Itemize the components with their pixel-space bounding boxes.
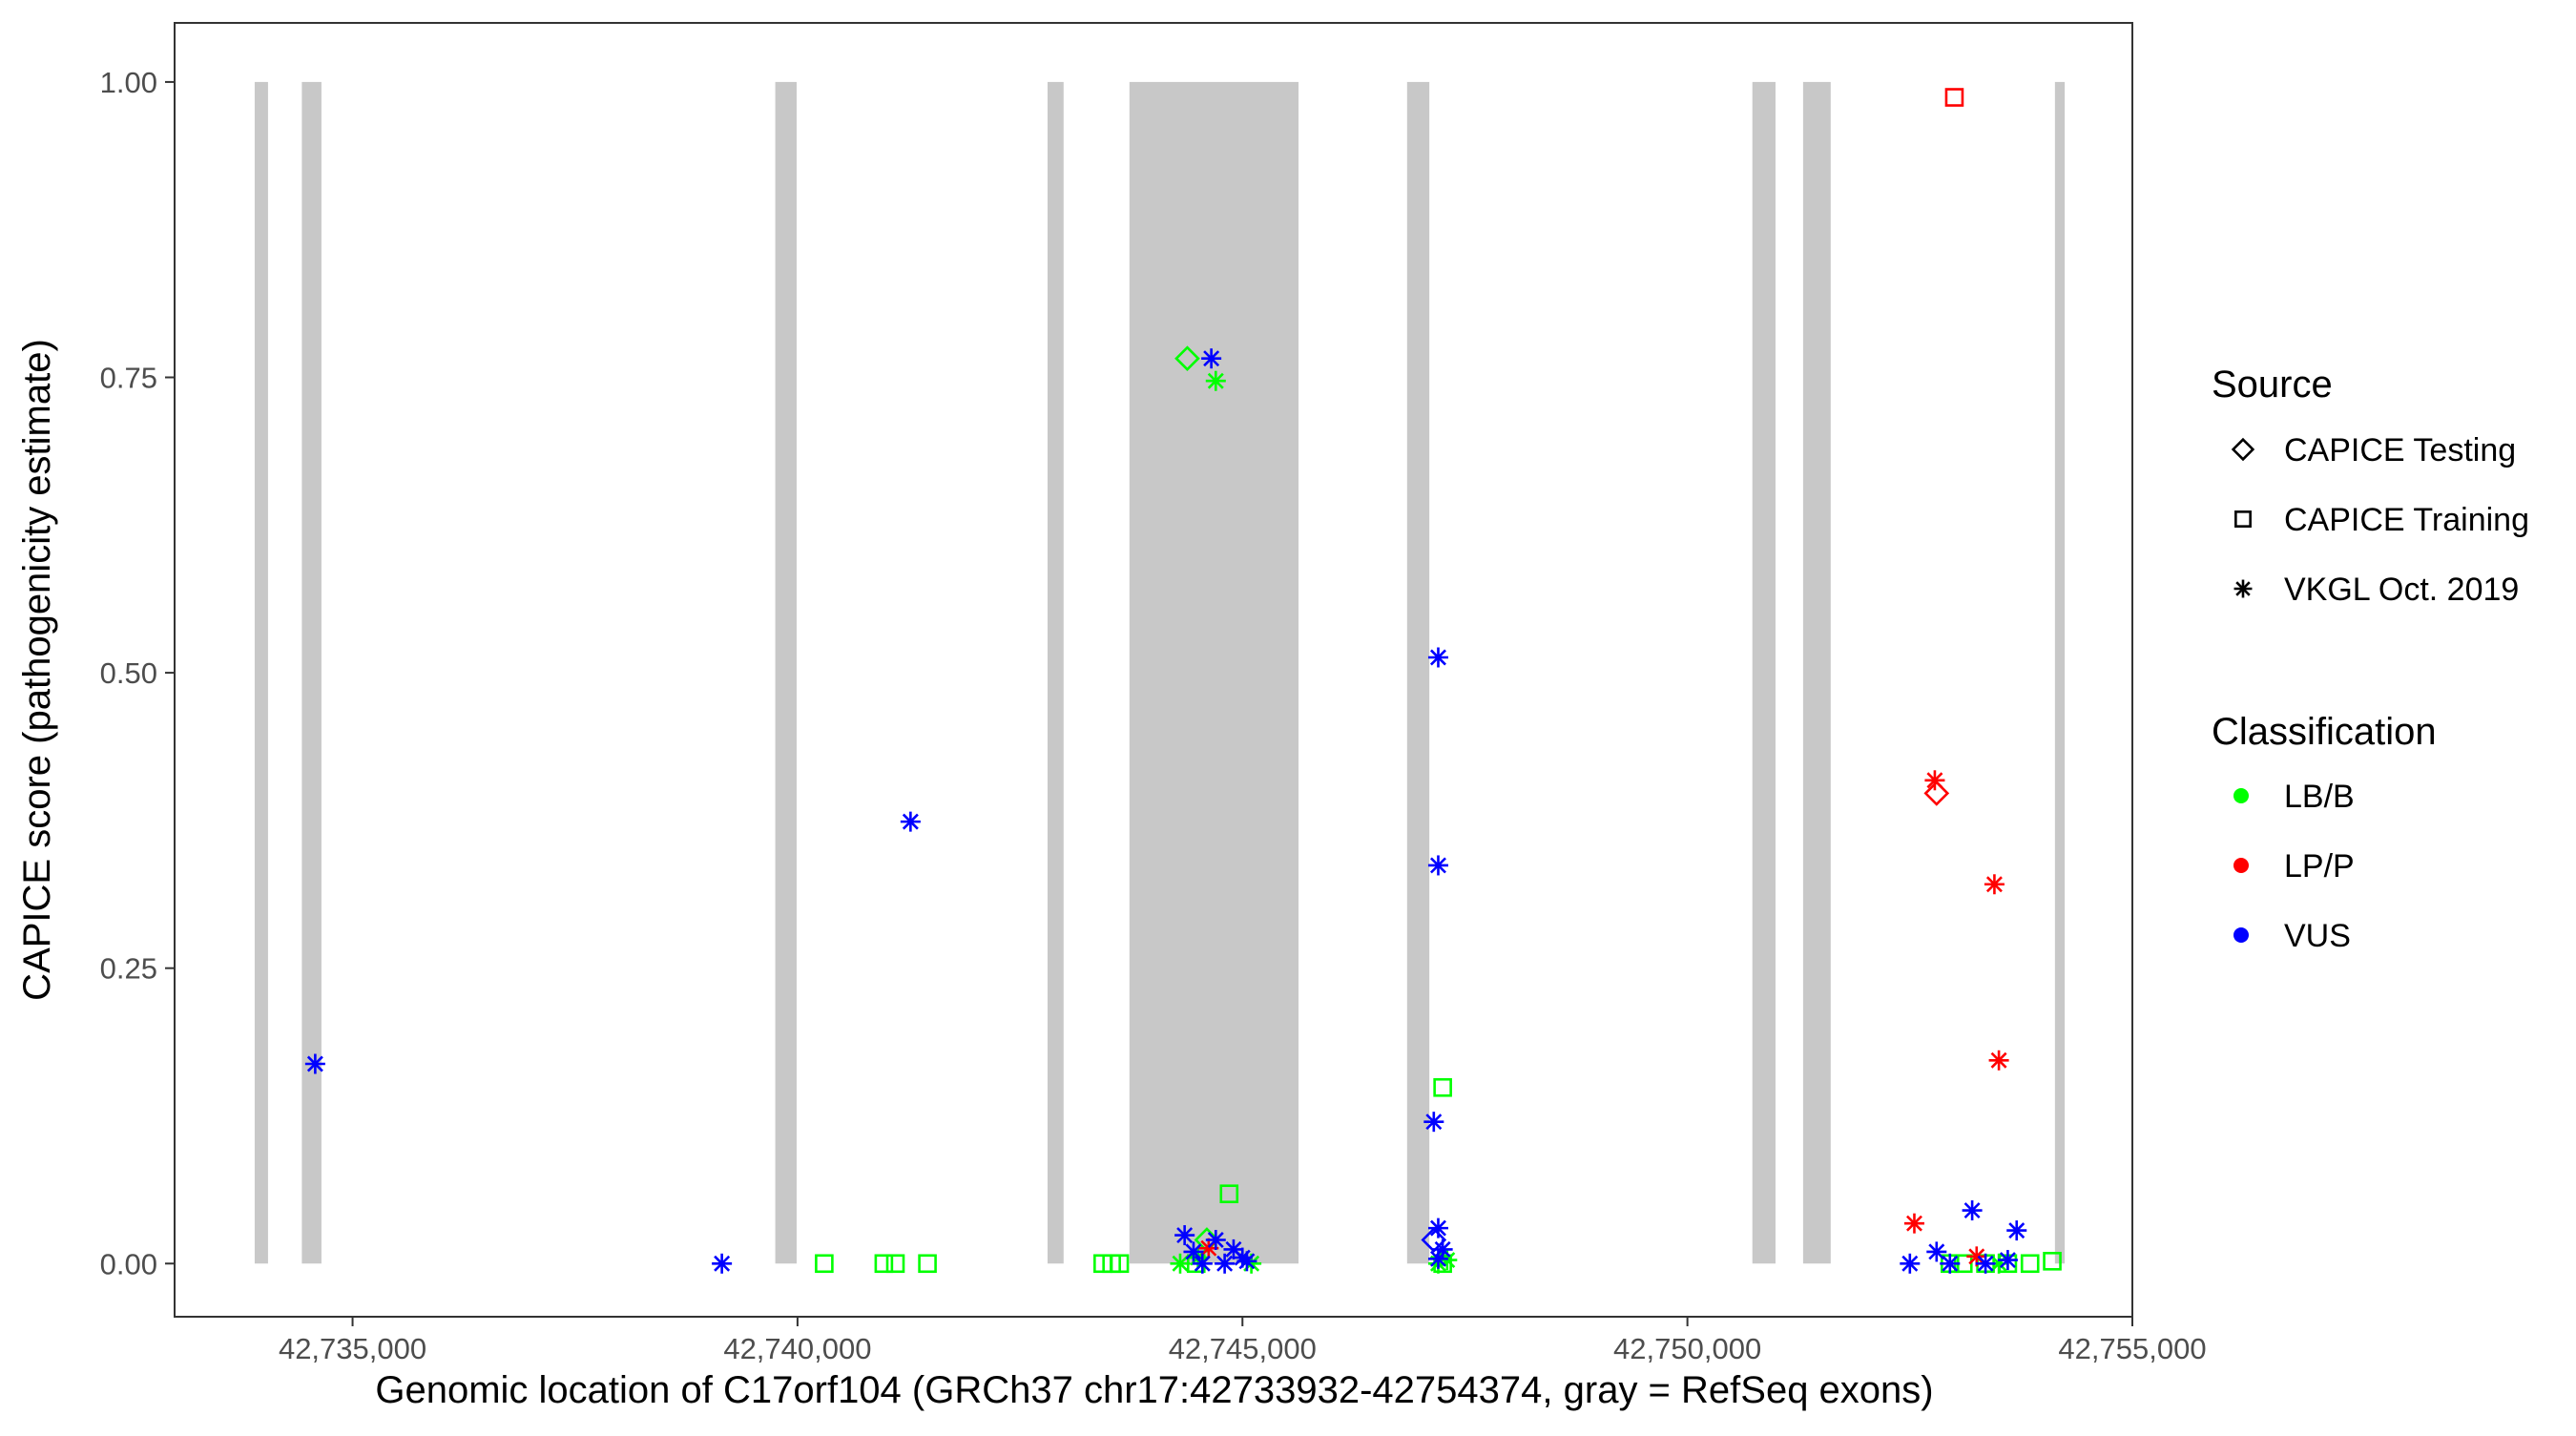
legend-source-label: VKGL Oct. 2019	[2284, 572, 2519, 608]
data-point-diamond	[1923, 780, 1950, 806]
data-point-square	[1944, 88, 1964, 107]
data-point-asterisk	[1984, 874, 2005, 895]
data-point-square	[1219, 1184, 1239, 1204]
data-point-square	[874, 1254, 894, 1274]
data-point-asterisk	[1997, 1250, 2018, 1271]
exon-band	[1752, 81, 1776, 1264]
legend-key-dot	[2233, 927, 2249, 943]
legend-classification-label: LB/B	[2284, 779, 2355, 815]
y-axis-title: CAPICE score (pathogenicity estimate)	[16, 339, 58, 1001]
data-point-asterisk	[1205, 370, 1226, 391]
data-point-asterisk	[1215, 1253, 1236, 1274]
legend-key-asterisk	[2233, 579, 2253, 598]
legend-source-label: CAPICE Testing	[2284, 432, 2516, 468]
data-point-asterisk	[900, 811, 921, 832]
legend-key-dot	[2233, 788, 2249, 803]
data-point-asterisk	[1223, 1238, 1244, 1259]
y-tick-label: 0.00	[100, 1247, 157, 1280]
exon-band	[775, 81, 797, 1264]
data-point-square	[2020, 1254, 2040, 1274]
y-tick-label: 1.00	[100, 66, 157, 99]
legend-key-diamond	[2231, 437, 2255, 462]
x-tick-label: 42,750,000	[1613, 1332, 1761, 1365]
legend-classification-items: LB/B LP/P VUS	[2233, 779, 2355, 954]
data-point-asterisk	[712, 1253, 733, 1274]
legend-classification-title: Classification	[2212, 711, 2437, 753]
data-point-asterisk	[1192, 1253, 1213, 1274]
x-tick-label: 42,740,000	[723, 1332, 871, 1365]
legend-source-label: CAPICE Training	[2284, 502, 2529, 538]
points-layer	[304, 88, 2062, 1274]
y-axis: 0.00 0.25 0.50 0.75 1.00	[100, 66, 175, 1280]
exon-band	[1129, 81, 1299, 1264]
exon-band	[2054, 81, 2066, 1264]
exons-layer	[254, 81, 2066, 1264]
y-tick-label: 0.50	[100, 656, 157, 690]
data-point-square	[1433, 1077, 1452, 1097]
data-point-asterisk	[1975, 1253, 1996, 1274]
exon-band	[1406, 81, 1430, 1264]
data-point-square	[885, 1254, 905, 1274]
data-point-diamond	[1421, 1227, 1447, 1253]
data-point-asterisk	[2006, 1220, 2027, 1241]
data-point-square	[1110, 1254, 1130, 1274]
data-point-asterisk	[1926, 1241, 1947, 1262]
x-tick-label: 42,735,000	[279, 1332, 426, 1365]
exon-band	[254, 81, 268, 1264]
y-tick-label: 0.25	[100, 952, 157, 986]
legend: Source CAPICE Testing CAPICE Training VKGL…	[2212, 364, 2529, 954]
legend-key-square	[2234, 510, 2252, 528]
data-point-asterisk	[1427, 1217, 1448, 1238]
x-axis-title: Genomic location of C17orf104 (GRCh37 ch…	[375, 1369, 1933, 1411]
data-point-asterisk	[1174, 1225, 1195, 1246]
x-tick-label: 42,745,000	[1169, 1332, 1317, 1365]
exon-band	[1048, 81, 1064, 1264]
legend-source-title: Source	[2212, 364, 2333, 406]
data-point-asterisk	[304, 1053, 325, 1074]
data-point-asterisk	[1427, 855, 1448, 876]
plot-panel-border	[174, 22, 2133, 1318]
legend-source-items: CAPICE Testing CAPICE Training VKGL Oct. 2…	[2231, 432, 2529, 608]
data-point-diamond	[1174, 345, 1200, 372]
x-tick-label: 42,755,000	[2058, 1332, 2206, 1365]
data-point-asterisk	[1183, 1241, 1204, 1262]
data-point-asterisk	[1924, 770, 1945, 791]
data-point-asterisk	[1427, 1248, 1448, 1269]
y-tick-label: 0.75	[100, 362, 157, 395]
data-point-square	[918, 1254, 937, 1274]
x-axis: 42,735,000 42,740,000 42,745,000 42,750,000…	[279, 1317, 2207, 1365]
legend-classification-label: VUS	[2284, 918, 2351, 954]
data-point-asterisk	[1423, 1112, 1444, 1133]
data-point-asterisk	[1988, 1050, 2009, 1071]
legend-classification-label: LP/P	[2284, 848, 2355, 884]
legend-key-dot	[2233, 858, 2249, 873]
data-point-asterisk	[1170, 1253, 1191, 1274]
exon-band	[1802, 81, 1831, 1264]
data-point-square	[815, 1254, 834, 1274]
data-point-asterisk	[1962, 1200, 1983, 1221]
data-point-square	[2043, 1251, 2062, 1271]
data-point-asterisk	[1427, 647, 1448, 668]
data-point-asterisk	[1940, 1253, 1961, 1274]
exon-band	[301, 81, 322, 1264]
data-point-asterisk	[1903, 1213, 1924, 1234]
data-point-asterisk	[1236, 1251, 1257, 1272]
data-point-asterisk	[1900, 1253, 1921, 1274]
data-point-asterisk	[1205, 1230, 1226, 1251]
data-point-asterisk	[1201, 348, 1222, 369]
